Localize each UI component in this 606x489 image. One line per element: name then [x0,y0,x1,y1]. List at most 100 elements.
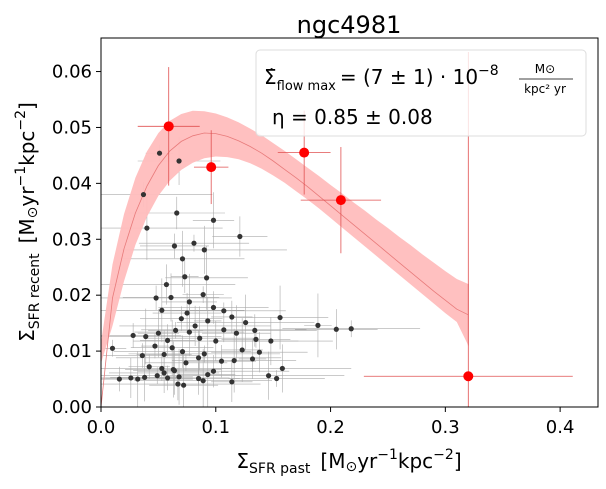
raw-point [184,310,190,316]
raw-point [249,356,256,362]
raw-point [210,217,217,223]
raw-point [315,322,321,328]
raw-point [174,210,180,216]
raw-point [128,375,134,381]
binned-point [206,162,217,173]
raw-point [268,338,274,344]
raw-point [279,365,285,372]
raw-point [152,343,158,349]
raw-point [233,330,240,336]
raw-point [192,323,198,329]
raw-points [109,150,354,388]
raw-point [176,158,182,164]
y-tick-label: 0.02 [52,285,92,306]
raw-point [175,381,181,387]
raw-point [265,373,272,379]
raw-point [229,379,235,385]
raw-point [186,329,192,335]
y-tick-label: 0.04 [52,173,92,194]
raw-point [144,225,150,231]
raw-point [213,338,219,344]
raw-point [183,360,189,366]
raw-point [153,295,159,301]
raw-point [191,240,197,246]
legend-sigma-dot: Σ̇ [264,65,277,89]
raw-point [333,326,339,332]
raw-point [210,304,217,311]
raw-point [239,347,245,353]
y-tick-label: 0.01 [52,341,92,362]
raw-point [221,308,227,314]
raw-point [146,364,152,370]
x-axis-label: ΣSFR past [M⊙yr−1kpc−2] [236,447,461,477]
x-tick-label: 0.4 [546,417,575,438]
raw-point [201,351,207,357]
binned-point [463,371,474,382]
legend-frac-num: M⊙ [535,62,555,76]
raw-point [256,349,262,355]
raw-point [154,373,160,379]
fit-band-group [101,110,469,364]
raw-point [140,191,147,198]
x-tick-label: 0.0 [87,417,116,438]
y-tick-label: 0.05 [52,117,92,138]
raw-point [182,274,188,280]
plot-frame [100,37,599,408]
legend-exp: −8 [478,63,499,79]
binned-point [163,121,174,132]
raw-point [155,330,161,336]
raw-point [200,378,206,384]
raw-point [130,332,136,339]
legend-sub: flow max [277,79,337,94]
raw-point [161,370,167,376]
raw-point [197,335,203,341]
raw-point [143,333,149,340]
x-ticks: 0.0 0.1 0.2 0.3 0.4 [87,407,575,438]
raw-point [171,243,178,249]
raw-point [231,357,237,364]
raw-point [205,371,211,378]
raw-point [135,376,141,382]
binned-point [299,147,310,158]
raw-point [161,351,167,358]
raw-point [221,327,227,333]
raw-point [178,316,184,322]
raw-point [243,319,249,326]
raw-point [218,358,225,364]
y-tick-label: 0.03 [52,229,92,250]
legend-line1: Σ̇flow max = (7 ± 1) · 10−8 [264,63,499,94]
x-tick-label: 0.3 [431,417,460,438]
chart-title: ngc4981 [297,11,402,39]
fit-curve-line [100,132,469,408]
raw-point [164,337,171,344]
raw-point [253,336,259,342]
y-axis-label: ΣSFR recent[M⊙yr−1kpc−2] [13,102,43,342]
legend-eq: = (7 ± 1) · 10 [340,65,478,89]
binned-point [335,195,346,206]
raw-point [179,256,186,262]
legend-frac-den: kpc² yr [524,82,566,96]
y-ticks: 0.00 0.01 0.02 0.03 0.04 0.05 0.06 [52,62,101,418]
y-tick-label: 0.06 [52,62,92,83]
raw-point [210,368,217,374]
raw-point [159,307,165,313]
raw-point [168,294,174,301]
y-tick-label: 0.00 [52,397,92,418]
raw-point [201,247,207,253]
raw-point [164,375,171,381]
raw-point [200,292,206,298]
raw-point [171,368,178,374]
raw-point [181,382,187,388]
raw-point [116,376,122,382]
raw-point [277,314,283,321]
raw-point [159,365,165,372]
x-tick-label: 0.2 [316,417,345,438]
raw-point [156,150,163,156]
raw-point [169,345,175,351]
raw-point [348,326,354,332]
raw-point [176,374,182,380]
legend-line2: η = 0.85 ± 0.08 [272,105,433,129]
raw-point [237,233,243,240]
